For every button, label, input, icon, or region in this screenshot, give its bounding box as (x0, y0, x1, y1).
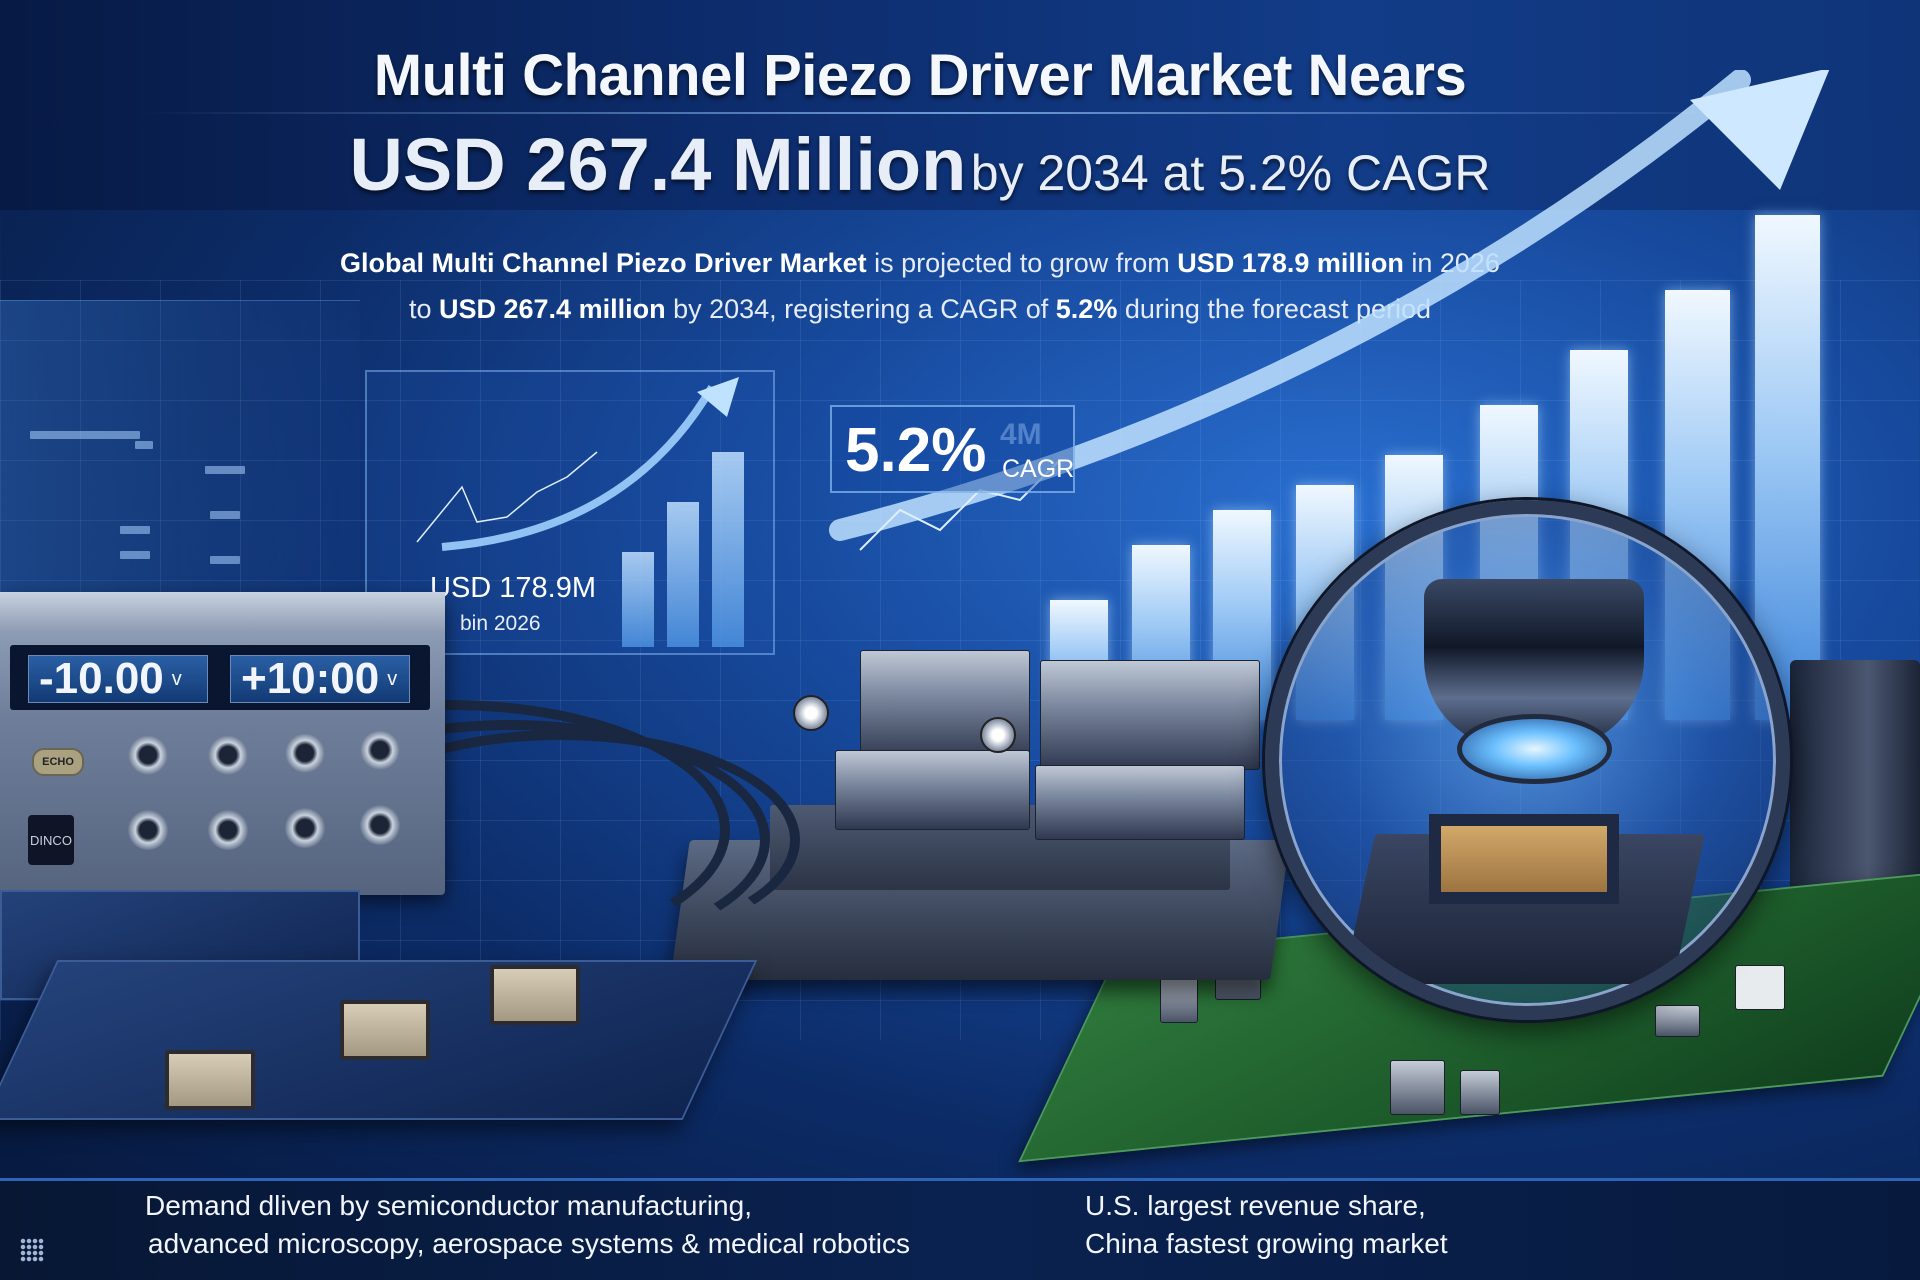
summary-market-name: Global Multi Channel Piezo Driver Market (340, 248, 867, 278)
cagr-ghost-text: 4M (1000, 418, 1042, 451)
start-value-label: USD 178.9M (430, 572, 597, 604)
connector-graphic (1735, 965, 1785, 1010)
chip-graphic (340, 1000, 430, 1060)
psu-brand-label: DINCO (28, 815, 74, 865)
bnc-connector-icon (360, 805, 400, 845)
readout-value: +10:00 (241, 654, 380, 703)
bnc-connector-icon (360, 730, 400, 770)
summary-text-fragment: is projected to grow from (866, 248, 1178, 278)
inductor-graphic (1390, 1060, 1445, 1115)
piezo-actuator-graphic (1040, 660, 1260, 770)
market-value-2034: USD 267.4 Million (349, 123, 967, 206)
mini-chart-bar (622, 552, 654, 647)
psu-badge: ECHO (32, 748, 84, 776)
micrometer-knob-icon (980, 717, 1016, 753)
dot-pattern-icon (20, 1238, 44, 1262)
chip-graphic (165, 1050, 255, 1110)
demand-drivers-line-2: advanced microscopy, aerospace systems &… (148, 1228, 911, 1259)
hud-bar (135, 441, 153, 449)
mini-trend-arrow-icon (416, 377, 739, 551)
cagr-badge (830, 405, 1075, 493)
hud-bar (120, 551, 150, 559)
regional-insights-line-1: U.S. largest revenue share, (1085, 1190, 1426, 1221)
cagr-value: 5.2% (845, 416, 987, 485)
bnc-connector-icon (285, 808, 325, 848)
demand-drivers-text: Demand dliven by semiconductor manufactu… (145, 1187, 910, 1263)
footer-banner (0, 1178, 1920, 1280)
summary-value-2026: USD 178.9 million (1177, 248, 1404, 278)
hud-bar (210, 511, 240, 519)
voltage-readout-negative: -10.00 v (28, 654, 208, 703)
mini-chart-bar (667, 502, 699, 647)
voltage-readout-positive: +10:00 v (230, 654, 410, 703)
page-title: Multi Channel Piezo Driver Market Nears (373, 43, 1467, 108)
regional-insights-line-2: China fastest growing market (1085, 1228, 1448, 1259)
page-title-value: USD 267.4 Million by 2034 at 5.2% CAGR (0, 122, 1840, 207)
readout-unit: v (171, 667, 182, 690)
mini-growth-chart (365, 370, 775, 655)
chip-die-graphic (1429, 814, 1619, 904)
title-suffix: by 2034 at 5.2% CAGR (970, 145, 1491, 201)
bnc-connector-icon (128, 810, 168, 850)
header-divider (140, 112, 1780, 114)
summary-text-fragment: to (408, 294, 439, 324)
bnc-connector-icon (208, 735, 248, 775)
summary-value-2034: USD 267.4 million (439, 294, 666, 324)
inductor-graphic (1460, 1070, 1500, 1115)
bnc-connector-icon (208, 810, 248, 850)
cable-graphic (320, 730, 800, 950)
readout-value: -10.00 (39, 654, 164, 703)
inductor-graphic (1160, 975, 1198, 1023)
summary-text-fragment: by 2034, registering a CAGR of (665, 294, 1056, 324)
cagr-label: CAGR (1002, 455, 1075, 483)
chip-graphic (490, 965, 580, 1025)
lens-glass-icon (1457, 714, 1612, 784)
piezo-actuator-graphic (835, 750, 1030, 830)
hud-bar (30, 431, 140, 439)
demand-drivers-line-1: Demand dliven by semiconductor manufactu… (145, 1190, 752, 1221)
hud-dashboard-graphic (0, 300, 360, 600)
switch-graphic (1655, 1005, 1700, 1037)
growth-chart-bar (1755, 215, 1820, 720)
bnc-connector-icon (128, 735, 168, 775)
magnifying-glass-graphic (1265, 500, 1790, 1020)
summary-cagr: 5.2% (1055, 294, 1118, 324)
piezo-actuator-graphic (1035, 765, 1245, 840)
growth-trend-arrow-icon (829, 70, 1830, 551)
readout-unit: v (387, 667, 398, 690)
mini-chart-bar (712, 452, 744, 647)
micrometer-knob-icon (793, 695, 829, 731)
regional-insights-text: U.S. largest revenue share, China fastes… (1085, 1187, 1448, 1263)
bnc-connector-icon (285, 733, 325, 773)
hud-bar (210, 556, 240, 564)
hud-bar (120, 526, 150, 534)
summary-line-1: Global Multi Channel Piezo Driver Market… (0, 240, 1840, 286)
start-year-label: bin 2026 (460, 612, 541, 635)
hud-bar (205, 466, 245, 474)
piezo-driver-top-graphic (0, 592, 445, 632)
